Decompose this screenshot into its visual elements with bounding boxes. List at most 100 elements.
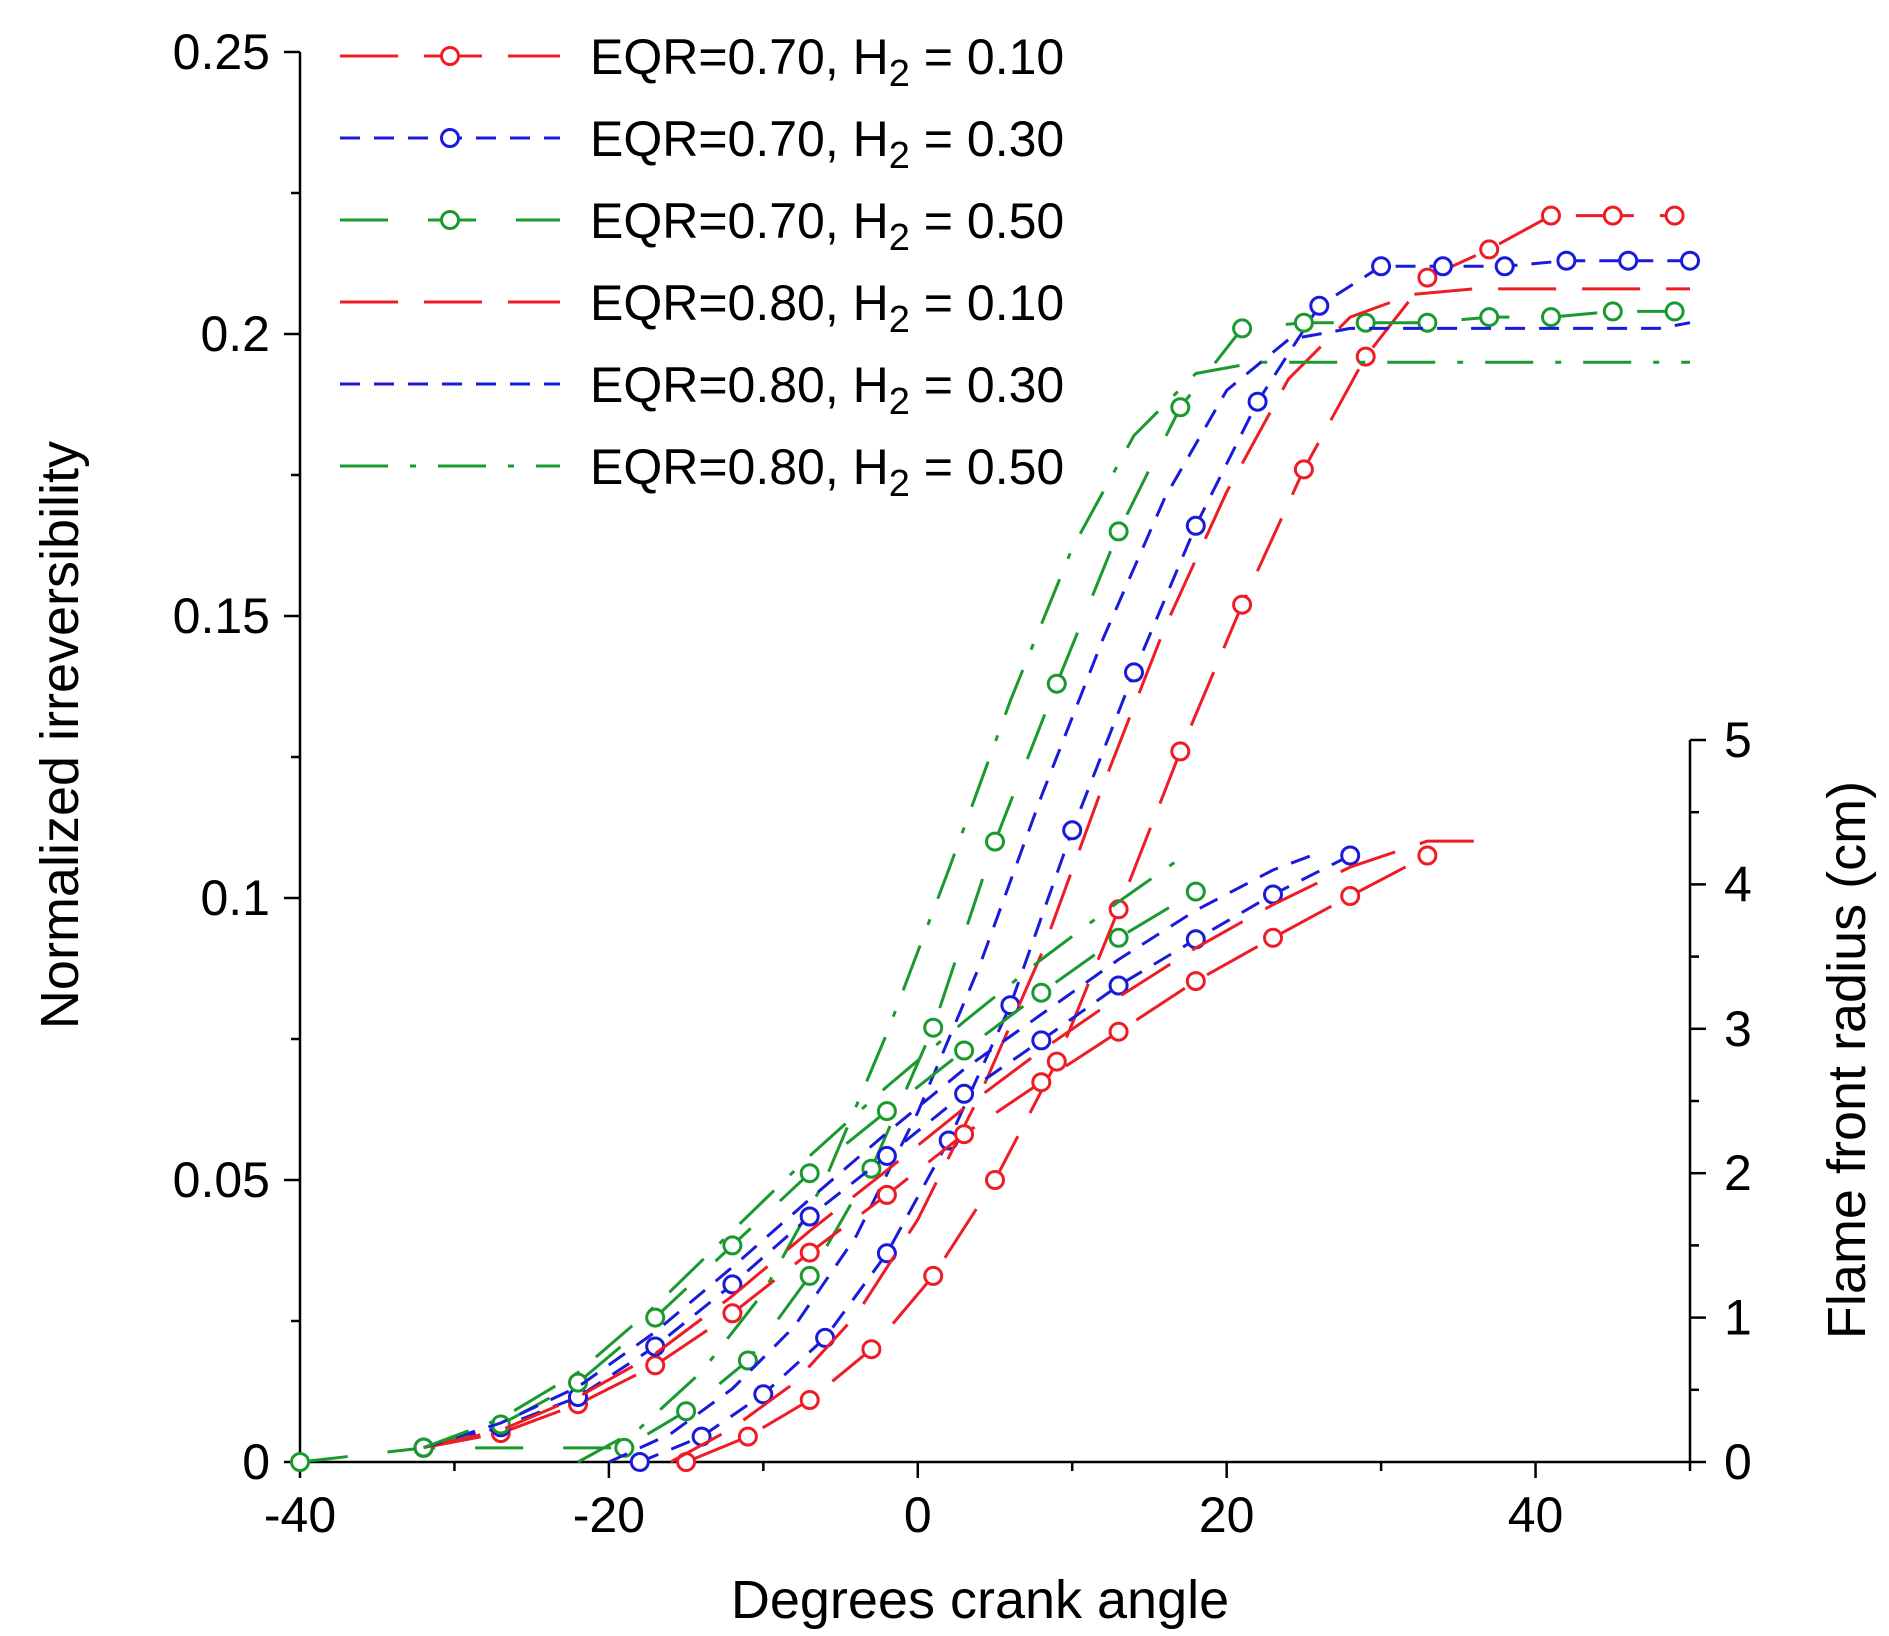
data-point [1664,301,1685,322]
y2-axis-title: Flame front radius (cm) [1817,781,1877,1339]
ticks: -40 -20 0 20 40 0 0.05 0.1 0.15 0.2 0.25 0 1 2 3 4 5 [173,24,1752,1543]
series-line-1 [639,259,1690,1464]
legend-label-value: = 0.30 [910,111,1064,167]
x-axis-title: Degrees crank angle [731,1570,1229,1630]
legend-marker-1 [440,128,460,148]
series [290,205,1700,1472]
data-point [676,1401,697,1422]
y2-tick-label: 2 [1724,1145,1752,1201]
x-tick-label: 0 [904,1487,932,1543]
legend-label-main: EQR=0.80, H [590,357,889,413]
legend-label-subscript: 2 [889,53,910,95]
y-tick-label: 0.1 [200,870,270,926]
legend-label-3: EQR=0.80, H2 = 0.10 [590,275,1064,341]
data-point [1185,881,1206,902]
data-point [799,1265,820,1286]
data-point [1541,205,1561,226]
data-point [290,1452,310,1472]
data-point [1046,673,1067,694]
series-line-5 [577,360,1690,1464]
x-tick-label: -20 [573,1487,645,1543]
axes [298,52,1692,1464]
data-point [923,1265,944,1286]
data-point [1371,256,1392,277]
legend-label-value: = 0.10 [910,29,1064,85]
data-point [799,1206,820,1227]
data-point [1664,205,1685,226]
series-line-3 [669,287,1690,1464]
data-point [1541,307,1561,328]
data-point [1680,250,1700,271]
data-point [954,1040,975,1061]
y-tick-label: 0.15 [173,588,270,644]
y2-tick-label: 1 [1724,1290,1752,1346]
legend-label-subscript: 2 [889,217,910,259]
data-point [1185,515,1206,536]
data-point [1031,1030,1052,1051]
data-point [645,1355,666,1376]
y-tick-label: 0 [242,1434,270,1490]
data-point [876,1101,897,1122]
data-point [876,1184,897,1205]
data-point [1108,1021,1129,1042]
data-point [1108,927,1129,948]
y2-tick-label: 4 [1724,856,1752,912]
x-tick-label: 40 [1508,1487,1564,1543]
data-point [799,1242,820,1263]
legend-label-main: EQR=0.70, H [590,29,889,85]
data-point [1108,975,1129,996]
data-point [985,831,1005,852]
data-point [1556,250,1577,271]
legend-marker-2 [440,210,460,230]
legend-label-main: EQR=0.70, H [590,193,889,249]
legend-label-2: EQR=0.70, H2 = 0.50 [590,193,1064,259]
data-point [876,1243,897,1264]
data-point [1046,1051,1067,1072]
data-point [861,1158,882,1179]
series-line-6 [423,854,1429,1450]
legend-label-value: = 0.10 [910,275,1064,331]
data-point [1232,318,1253,339]
data-point [737,1350,758,1371]
data-point [954,1083,975,1104]
data-point [1185,971,1206,992]
data-point [861,1339,882,1360]
legend-label-value: = 0.30 [910,357,1064,413]
y2-tick-label: 5 [1724,712,1752,768]
legend-label-main: EQR=0.70, H [590,111,889,167]
legend-label-subscript: 2 [889,299,910,341]
data-point [722,1303,743,1324]
data-point [1602,301,1623,322]
data-point [1170,741,1191,762]
legend-label-subscript: 2 [889,381,910,423]
y2-tick-label: 3 [1724,1001,1752,1057]
data-point [722,1235,743,1256]
data-point [1417,267,1438,288]
data-point [1293,312,1314,333]
data-point [1340,886,1361,906]
data-point [1618,250,1639,271]
data-point [799,1390,820,1410]
series-line-11 [423,857,1182,1450]
legend-label-5: EQR=0.80, H2 = 0.50 [590,439,1064,505]
data-point [1479,239,1500,260]
y-tick-label: 0.25 [173,24,270,80]
data-point [799,1163,820,1184]
legend-label-main: EQR=0.80, H [590,439,889,495]
legend-label-4: EQR=0.80, H2 = 0.30 [590,357,1064,423]
data-point [1263,927,1283,948]
legend-label-value: = 0.50 [910,439,1064,495]
data-point [1340,845,1361,866]
legend-marker-0 [440,46,460,66]
data-point [1031,982,1052,1003]
data-point [1108,521,1129,542]
data-point [1494,256,1515,277]
data-point [876,1145,897,1166]
data-point [645,1307,666,1328]
data-point [722,1274,743,1295]
legend-label-value: = 0.50 [910,193,1064,249]
data-point [629,1452,650,1472]
y-tick-label: 0.05 [173,1152,270,1208]
data-point [1247,391,1268,412]
